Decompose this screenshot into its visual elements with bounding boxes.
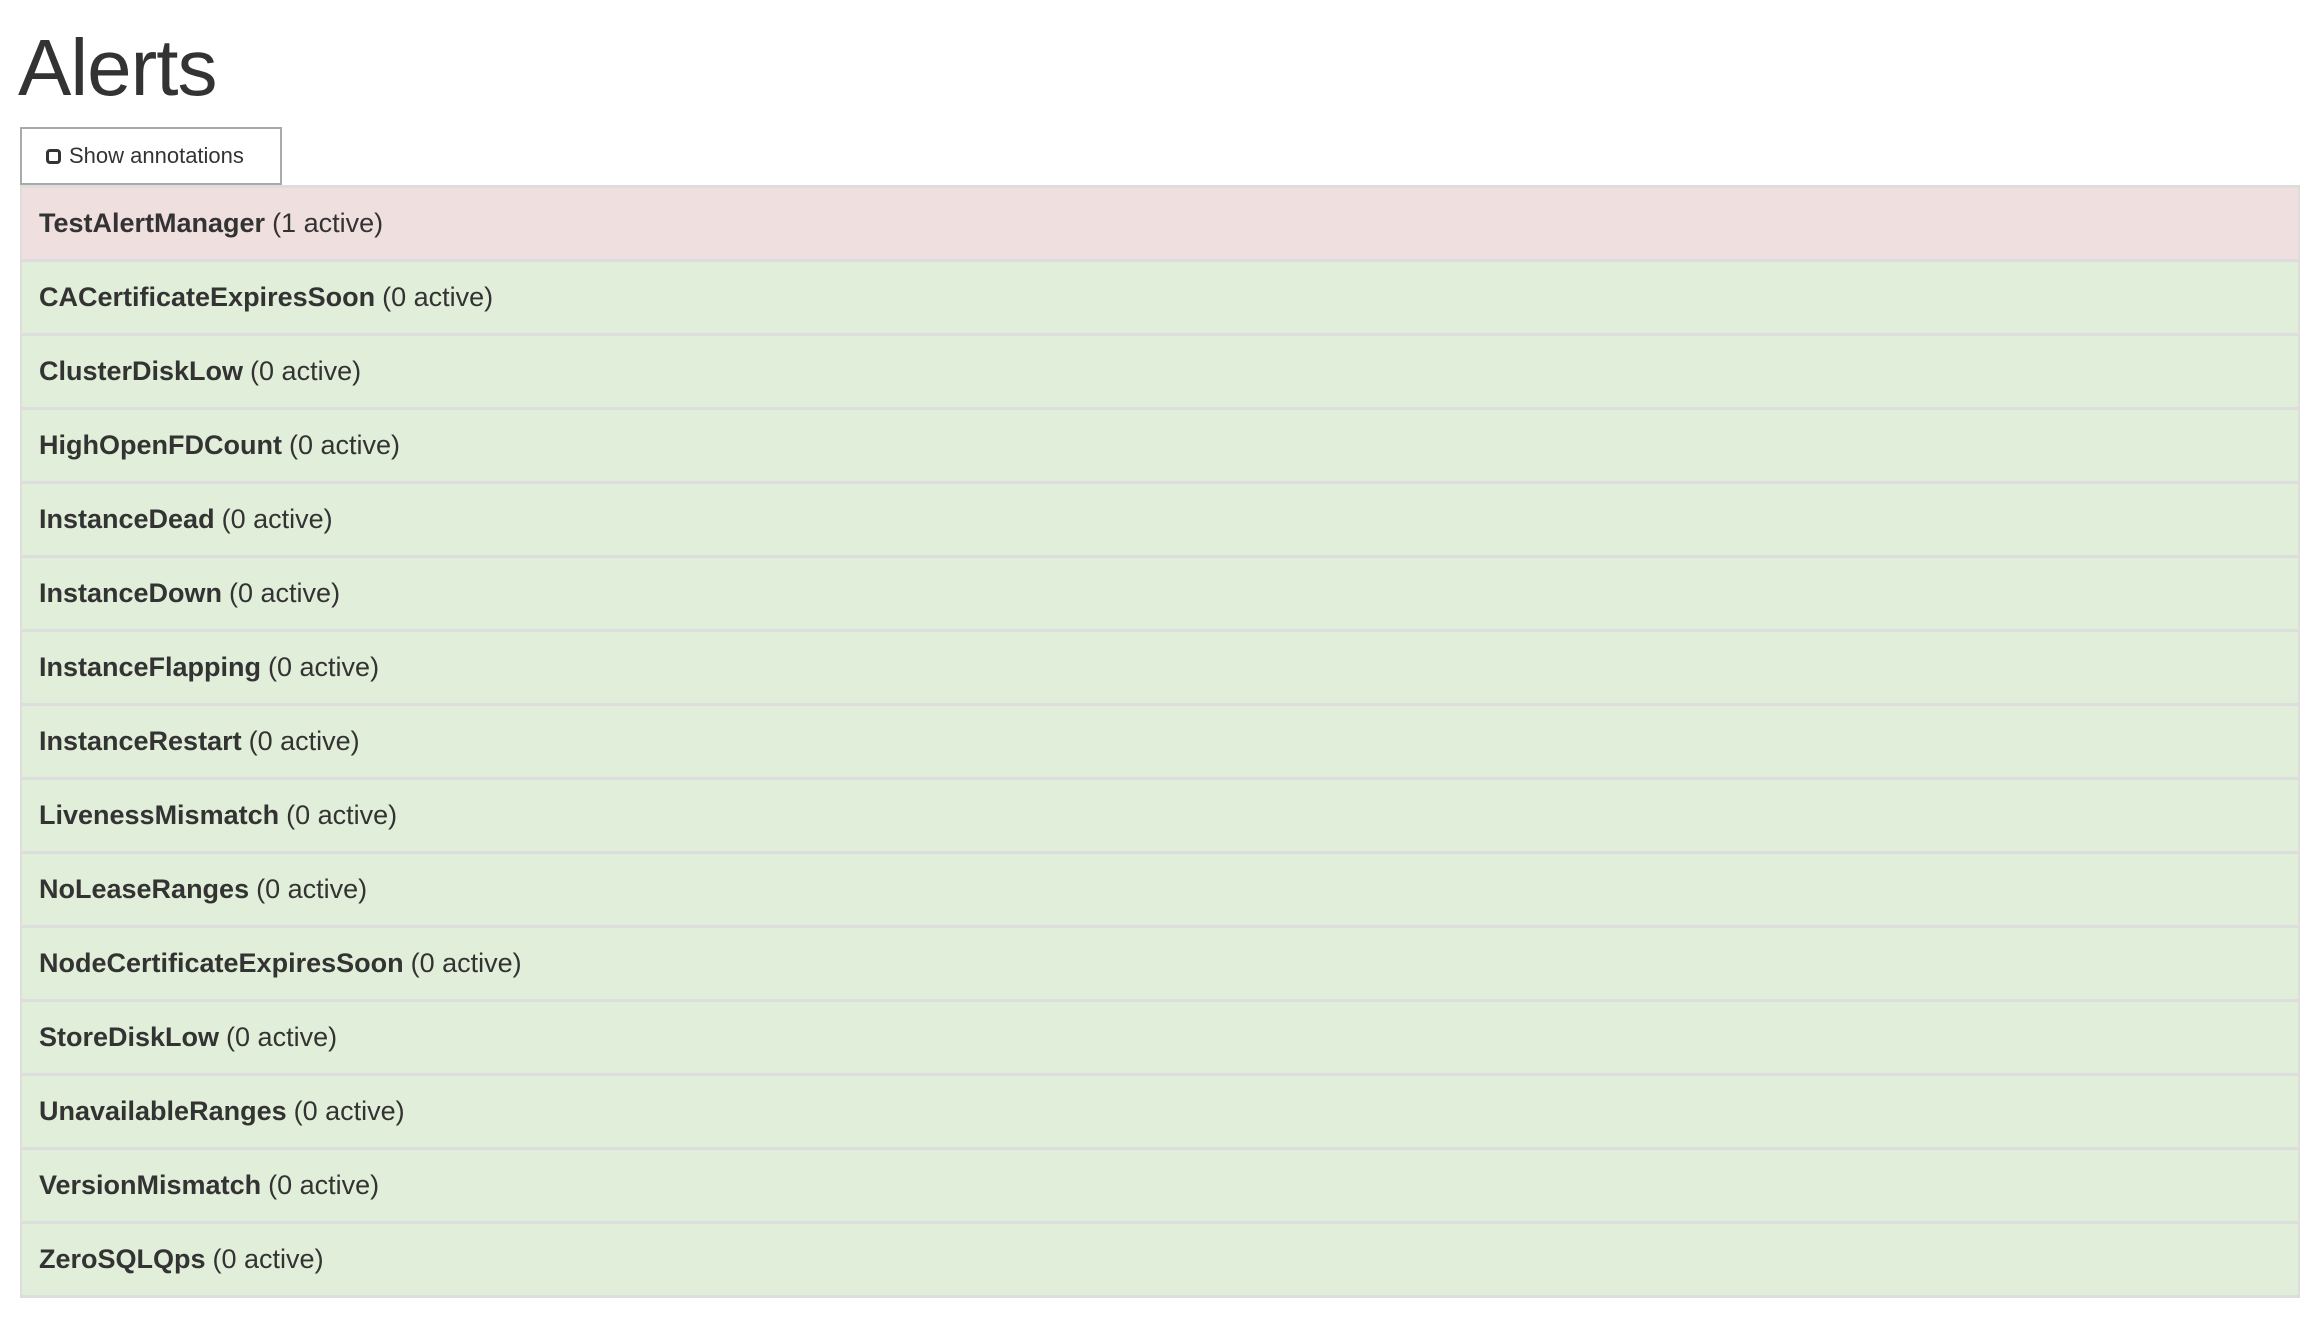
alert-active-count: (1 active)	[272, 208, 384, 238]
alert-name: ZeroSQLQps	[39, 1244, 206, 1274]
alert-row[interactable]: InstanceDown (0 active)	[20, 558, 2300, 632]
show-annotations-button[interactable]: Show annotations	[20, 127, 282, 185]
alert-name: NodeCertificateExpiresSoon	[39, 948, 404, 978]
alert-active-count: (0 active)	[256, 874, 368, 904]
alert-name: InstanceFlapping	[39, 652, 262, 682]
alert-name: StoreDiskLow	[39, 1022, 220, 1052]
alert-row[interactable]: CACertificateExpiresSoon (0 active)	[20, 262, 2300, 336]
alert-row[interactable]: NoLeaseRanges (0 active)	[20, 854, 2300, 928]
page-title: Alerts	[18, 23, 217, 112]
alert-active-count: (0 active)	[268, 652, 380, 682]
alert-active-count: (0 active)	[221, 504, 333, 534]
alert-active-count: (0 active)	[226, 1022, 338, 1052]
alert-active-count: (0 active)	[212, 1244, 324, 1274]
show-annotations-label: Show annotations	[69, 143, 244, 168]
alert-row[interactable]: ClusterDiskLow (0 active)	[20, 336, 2300, 410]
alert-active-count: (0 active)	[248, 726, 360, 756]
alert-name: TestAlertManager	[39, 208, 266, 238]
alert-row[interactable]: LivenessMismatch (0 active)	[20, 780, 2300, 854]
alert-name: UnavailableRanges	[39, 1096, 287, 1126]
alert-row[interactable]: TestAlertManager (1 active)	[20, 188, 2300, 262]
alert-active-count: (0 active)	[382, 282, 494, 312]
alert-active-count: (0 active)	[268, 1170, 380, 1200]
alert-row[interactable]: VersionMismatch (0 active)	[20, 1150, 2300, 1224]
alert-row[interactable]: ZeroSQLQps (0 active)	[20, 1224, 2300, 1298]
alert-row[interactable]: HighOpenFDCount (0 active)	[20, 410, 2300, 484]
alert-row[interactable]: InstanceRestart (0 active)	[20, 706, 2300, 780]
alert-active-count: (0 active)	[286, 800, 398, 830]
alert-name: CACertificateExpiresSoon	[39, 282, 376, 312]
alert-row[interactable]: NodeCertificateExpiresSoon (0 active)	[20, 928, 2300, 1002]
alert-list: TestAlertManager (1 active) CACertificateE…	[20, 185, 2300, 1298]
alert-name: VersionMismatch	[39, 1170, 262, 1200]
alert-name: NoLeaseRanges	[39, 874, 250, 904]
alert-row[interactable]: UnavailableRanges (0 active)	[20, 1076, 2300, 1150]
alert-active-count: (0 active)	[293, 1096, 405, 1126]
alert-active-count: (0 active)	[229, 578, 341, 608]
alert-name: InstanceRestart	[39, 726, 242, 756]
alert-row[interactable]: InstanceDead (0 active)	[20, 484, 2300, 558]
alert-active-count: (0 active)	[410, 948, 522, 978]
alert-name: HighOpenFDCount	[39, 430, 282, 460]
alert-name: ClusterDiskLow	[39, 356, 244, 386]
alert-active-count: (0 active)	[250, 356, 362, 386]
alert-name: LivenessMismatch	[39, 800, 280, 830]
alert-row[interactable]: StoreDiskLow (0 active)	[20, 1002, 2300, 1076]
alert-row[interactable]: InstanceFlapping (0 active)	[20, 632, 2300, 706]
alert-name: InstanceDown	[39, 578, 223, 608]
checkbox-icon[interactable]	[46, 148, 61, 164]
alert-name: InstanceDead	[39, 504, 215, 534]
alert-active-count: (0 active)	[288, 430, 400, 460]
